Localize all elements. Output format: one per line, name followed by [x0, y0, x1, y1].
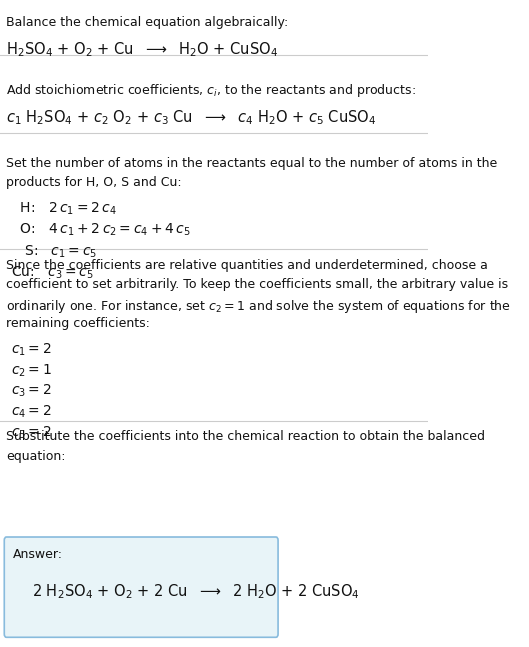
- Text: $c_3 = 2$: $c_3 = 2$: [11, 383, 51, 399]
- Text: H:   $2\,c_1 = 2\,c_4$: H: $2\,c_1 = 2\,c_4$: [11, 201, 116, 217]
- Text: $c_5 = 2$: $c_5 = 2$: [11, 424, 51, 441]
- Text: Answer:: Answer:: [13, 548, 63, 561]
- Text: coefficient to set arbitrarily. To keep the coefficients small, the arbitrary va: coefficient to set arbitrarily. To keep …: [6, 278, 508, 291]
- Text: remaining coefficients:: remaining coefficients:: [6, 317, 150, 330]
- Text: $c_2 = 1$: $c_2 = 1$: [11, 362, 51, 378]
- Text: Cu:   $c_3 = c_5$: Cu: $c_3 = c_5$: [11, 265, 94, 281]
- Text: Add stoichiometric coefficients, $c_i$, to the reactants and products:: Add stoichiometric coefficients, $c_i$, …: [6, 82, 416, 99]
- Text: $c_4 = 2$: $c_4 = 2$: [11, 404, 51, 420]
- Text: H$_2$SO$_4$ + O$_2$ + Cu  $\longrightarrow$  H$_2$O + CuSO$_4$: H$_2$SO$_4$ + O$_2$ + Cu $\longrightarro…: [6, 41, 278, 60]
- Text: O:   $4\,c_1 + 2\,c_2 = c_4 + 4\,c_5$: O: $4\,c_1 + 2\,c_2 = c_4 + 4\,c_5$: [11, 222, 190, 238]
- Text: ordinarily one. For instance, set $c_2 = 1$ and solve the system of equations fo: ordinarily one. For instance, set $c_2 =…: [6, 298, 512, 314]
- Text: Balance the chemical equation algebraically:: Balance the chemical equation algebraica…: [6, 16, 289, 29]
- Text: $c_1 = 2$: $c_1 = 2$: [11, 342, 51, 358]
- Text: products for H, O, S and Cu:: products for H, O, S and Cu:: [6, 176, 182, 189]
- FancyBboxPatch shape: [4, 537, 278, 637]
- Text: equation:: equation:: [6, 450, 66, 463]
- Text: 2 H$_2$SO$_4$ + O$_2$ + 2 Cu  $\longrightarrow$  2 H$_2$O + 2 CuSO$_4$: 2 H$_2$SO$_4$ + O$_2$ + 2 Cu $\longright…: [32, 582, 360, 601]
- Text: Set the number of atoms in the reactants equal to the number of atoms in the: Set the number of atoms in the reactants…: [6, 157, 498, 170]
- Text: Substitute the coefficients into the chemical reaction to obtain the balanced: Substitute the coefficients into the che…: [6, 430, 486, 443]
- Text: Since the coefficients are relative quantities and underdetermined, choose a: Since the coefficients are relative quan…: [6, 259, 488, 272]
- Text: $c_1$ H$_2$SO$_4$ + $c_2$ O$_2$ + $c_3$ Cu  $\longrightarrow$  $c_4$ H$_2$O + $c: $c_1$ H$_2$SO$_4$ + $c_2$ O$_2$ + $c_3$ …: [6, 108, 377, 127]
- Text: S:   $c_1 = c_5$: S: $c_1 = c_5$: [11, 243, 97, 259]
